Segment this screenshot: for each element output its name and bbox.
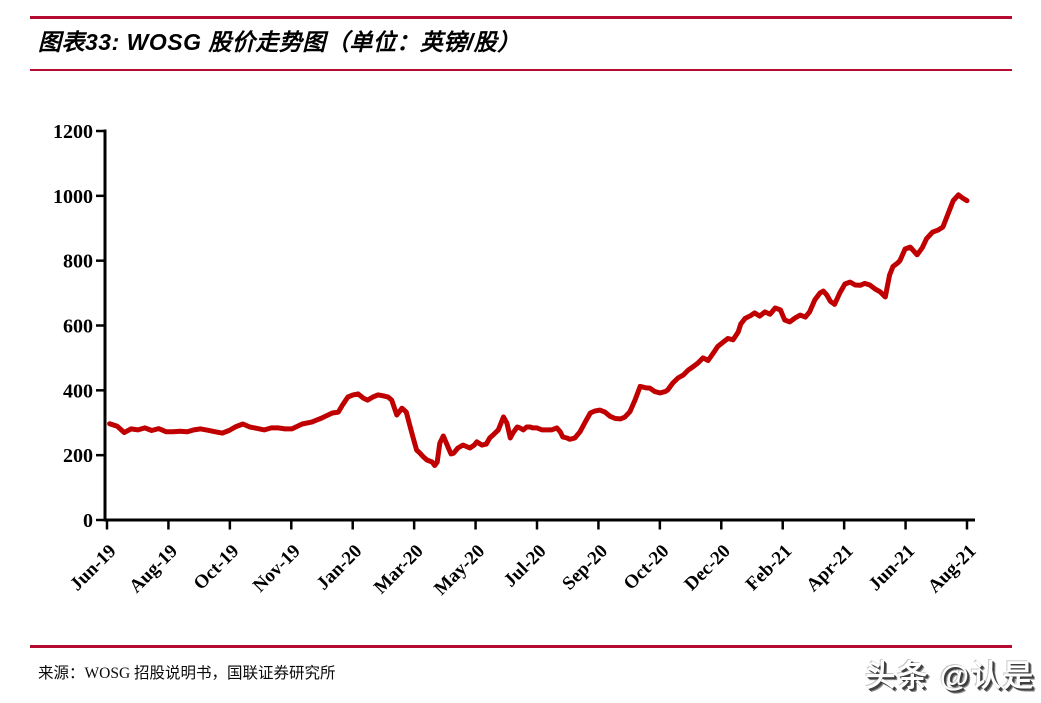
y-axis-label: 0 — [83, 510, 93, 532]
y-axis-label: 800 — [63, 251, 93, 273]
header-rule — [30, 69, 1012, 71]
source-note: 来源：WOSG 招股说明书，国联证券研究所 — [38, 665, 336, 682]
x-axis-label: Jul-20 — [500, 541, 551, 592]
x-axis-label: Jan-20 — [313, 541, 367, 595]
x-axis-label: Oct-19 — [190, 541, 244, 595]
top-rule — [30, 16, 1012, 19]
x-axis-label: Feb-21 — [742, 541, 796, 595]
x-axis-label: Apr-21 — [802, 541, 857, 596]
x-axis-label: Aug-19 — [125, 541, 182, 598]
x-axis-label: Jun-21 — [865, 541, 919, 595]
y-axis-label: 400 — [63, 380, 93, 402]
x-axis-label: Mar-20 — [370, 541, 428, 599]
x-axis-label: Sep-20 — [558, 541, 612, 595]
watermark: 头条 @认是 — [865, 660, 1035, 693]
x-axis-label: Nov-19 — [249, 541, 305, 597]
y-axis-label: 1200 — [53, 121, 93, 143]
figure-title: 图表33: WOSG 股价走势图（单位：英镑/股） — [38, 29, 521, 55]
x-axis-label: Oct-20 — [620, 541, 674, 595]
x-axis-label: Aug-21 — [924, 541, 981, 598]
x-axis-label: May-20 — [430, 541, 489, 600]
y-axis-label: 200 — [63, 445, 93, 467]
price-line-chart: 0 200 400 600 800 1000 1200 Jun-19 Aug-19 Oct-19 N… — [53, 121, 981, 600]
y-axis-label: 1000 — [53, 186, 93, 208]
y-axis-label: 600 — [63, 316, 93, 338]
x-axis-label: Dec-20 — [680, 541, 734, 595]
x-axis-label: Jun-19 — [66, 541, 120, 595]
price-line — [107, 192, 970, 468]
bottom-rule — [30, 645, 1012, 648]
